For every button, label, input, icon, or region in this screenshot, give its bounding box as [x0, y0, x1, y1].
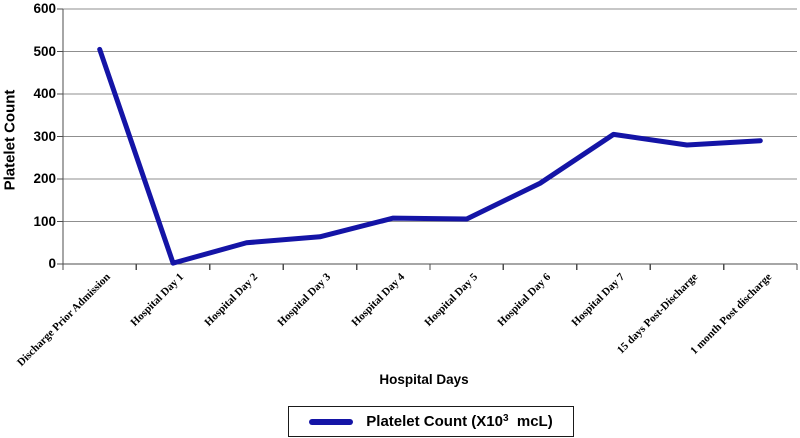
y-tick-label: 300 — [33, 128, 56, 144]
legend-label-prefix: Platelet Count (X10 — [366, 413, 503, 430]
y-tick-label: 200 — [33, 171, 56, 186]
legend-line-marker-icon — [309, 418, 354, 425]
legend-label-suffix: mcL) — [508, 413, 553, 430]
y-tick-label: 100 — [33, 213, 56, 229]
y-tick-label: 500 — [33, 43, 56, 59]
legend-label-superscript: 3 — [502, 413, 509, 424]
x-axis-title: Hospital Days — [379, 372, 469, 387]
y-tick-label: 400 — [33, 86, 56, 101]
platelet-count-series-line — [97, 46, 763, 266]
legend: Platelet Count (X103 mcL) — [288, 406, 574, 437]
legend-series-label: Platelet Count (X103 mcL) — [366, 413, 552, 430]
y-tick-label: 0 — [48, 256, 56, 271]
y-tick-label: 600 — [33, 1, 56, 16]
